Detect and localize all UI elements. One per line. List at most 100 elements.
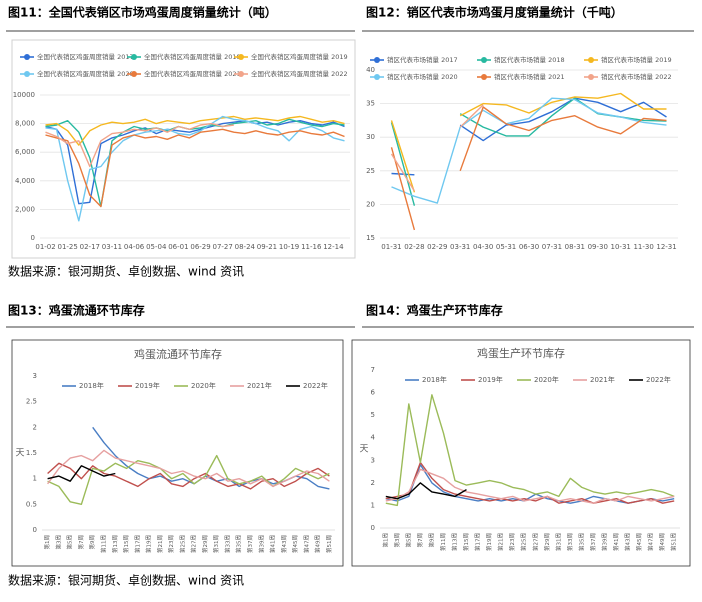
series-line xyxy=(45,115,345,146)
series-line xyxy=(385,482,467,500)
x-tick-label: 第23周 xyxy=(508,533,516,551)
y-tick-label: 1.5 xyxy=(26,449,37,457)
series-line xyxy=(45,115,345,222)
legend-label: 全国代表销区鸡蛋周度销量 2022 xyxy=(251,69,348,78)
chart-frame xyxy=(11,39,356,259)
legend-label: 全国代表销区鸡蛋周度销量 2021 xyxy=(144,69,241,78)
series-line xyxy=(390,92,667,193)
series-line xyxy=(47,449,330,488)
x-tick-label: 07-27 xyxy=(213,243,233,251)
legend-label: 2018年 xyxy=(79,381,104,390)
x-tick-label: 02-17 xyxy=(80,243,100,251)
legend-dot xyxy=(238,54,244,60)
x-tick-label: 03-11 xyxy=(102,243,122,251)
legend-label: 销区代表市场销量 2017 xyxy=(387,55,458,64)
caption: 图14：鸡蛋生产环节库存 xyxy=(366,303,503,318)
x-tick-label: 02-28 xyxy=(404,243,424,251)
chart-frame xyxy=(11,339,344,567)
y-tick-label: 2 xyxy=(33,423,37,431)
series-line xyxy=(47,465,116,482)
x-tick-label: 02-29 xyxy=(427,243,447,251)
y-tick-label: 7 xyxy=(371,366,375,374)
x-tick-label: 第49周 xyxy=(314,535,322,553)
caption: 图13：鸡蛋流通环节库存 xyxy=(8,303,145,318)
legend-label: 销区代表市场销量 2018 xyxy=(494,55,565,64)
chart-title: 鸡蛋流通环节库存 xyxy=(134,347,222,361)
x-tick-label: 第5周 xyxy=(66,535,74,550)
x-tick-label: 第7周 xyxy=(416,533,424,548)
y-axis-label: 天 xyxy=(15,449,24,459)
legend-label: 销区代表市场销量 2019 xyxy=(601,55,672,64)
x-tick-label: 第45周 xyxy=(291,535,299,553)
y-tick-label: 0 xyxy=(371,524,375,532)
x-tick-label: 08-24 xyxy=(235,243,256,251)
x-tick-label: 第17周 xyxy=(133,535,141,553)
x-tick-label: 第51周 xyxy=(325,535,333,553)
x-tick-label: 第29周 xyxy=(543,533,551,551)
series-line xyxy=(47,462,330,490)
y-tick-label: 6 xyxy=(371,389,376,397)
x-tick-label: 第9周 xyxy=(427,533,435,548)
series-line xyxy=(391,97,667,204)
x-tick-label: 10-19 xyxy=(279,243,299,251)
x-tick-label: 12-14 xyxy=(323,243,344,251)
series-line xyxy=(45,118,345,208)
x-tick-label: 07-31 xyxy=(542,243,562,251)
x-tick-label: 第45周 xyxy=(635,533,643,551)
legend-dot xyxy=(588,74,594,80)
x-tick-label: 第43周 xyxy=(280,535,288,553)
y-tick-label: 2,000 xyxy=(15,205,35,213)
x-tick-label: 第47周 xyxy=(302,535,310,553)
chart-frame xyxy=(351,339,691,567)
x-tick-label: 第13周 xyxy=(451,533,459,551)
series-line xyxy=(390,97,667,206)
x-tick-label: 第15周 xyxy=(122,535,130,553)
x-tick-label: 第21周 xyxy=(156,535,164,553)
legend-label: 销区代表市场销量 2022 xyxy=(601,72,672,81)
x-tick-label: 08-31 xyxy=(565,243,585,251)
legend-label: 2021年 xyxy=(590,375,615,384)
source: 数据来源：银河期货、卓创数据、wind 资讯 xyxy=(8,573,244,588)
series-line xyxy=(45,128,345,208)
x-tick-label: 10-31 xyxy=(611,243,631,251)
y-tick-label: 0 xyxy=(33,526,37,534)
y-tick-label: 1 xyxy=(371,501,375,509)
x-tick-label: 第31周 xyxy=(212,535,220,553)
legend-dot xyxy=(481,57,487,63)
legend-dot xyxy=(374,74,380,80)
y-tick-label: 10000 xyxy=(13,91,35,99)
legend-label: 全国代表销区鸡蛋周度销量 2019 xyxy=(251,52,348,61)
legend-dot xyxy=(588,57,594,63)
y-tick-label: 15 xyxy=(366,234,375,242)
x-tick-label: 第1周 xyxy=(381,533,389,548)
legend-dot xyxy=(131,71,137,77)
x-tick-label: 第11周 xyxy=(439,533,447,551)
x-tick-label: 第5周 xyxy=(404,533,412,548)
legend-dot xyxy=(481,74,487,80)
x-tick-label: 第35周 xyxy=(235,535,243,553)
x-tick-label: 01-02 xyxy=(35,243,55,251)
y-tick-label: 3 xyxy=(33,372,37,380)
x-tick-label: 04-30 xyxy=(473,243,493,251)
x-tick-label: 第37周 xyxy=(589,533,597,551)
legend-label: 2018年 xyxy=(422,375,447,384)
y-tick-label: 0.5 xyxy=(26,500,37,508)
y-tick-label: 6,000 xyxy=(15,148,35,156)
x-tick-label: 第33周 xyxy=(566,533,574,551)
x-tick-label: 第31周 xyxy=(554,533,562,551)
series-line xyxy=(47,454,330,505)
x-tick-label: 05-31 xyxy=(496,243,516,251)
x-tick-label: 第33周 xyxy=(223,535,231,553)
x-tick-label: 第35周 xyxy=(577,533,585,551)
x-tick-label: 第39周 xyxy=(257,535,265,553)
caption: 图11：全国代表销区市场鸡蛋周度销量统计（吨） xyxy=(8,5,277,20)
chart-title: 鸡蛋生产环节库存 xyxy=(477,346,565,360)
series-line xyxy=(390,104,484,192)
x-tick-label: 第3周 xyxy=(54,535,62,550)
y-tick-label: 20 xyxy=(366,200,375,208)
x-tick-label: 第25周 xyxy=(178,535,186,553)
series-line xyxy=(385,394,675,507)
y-tick-label: 0 xyxy=(31,234,35,242)
x-tick-label: 03-31 xyxy=(450,243,470,251)
legend-label: 2020年 xyxy=(191,381,216,390)
